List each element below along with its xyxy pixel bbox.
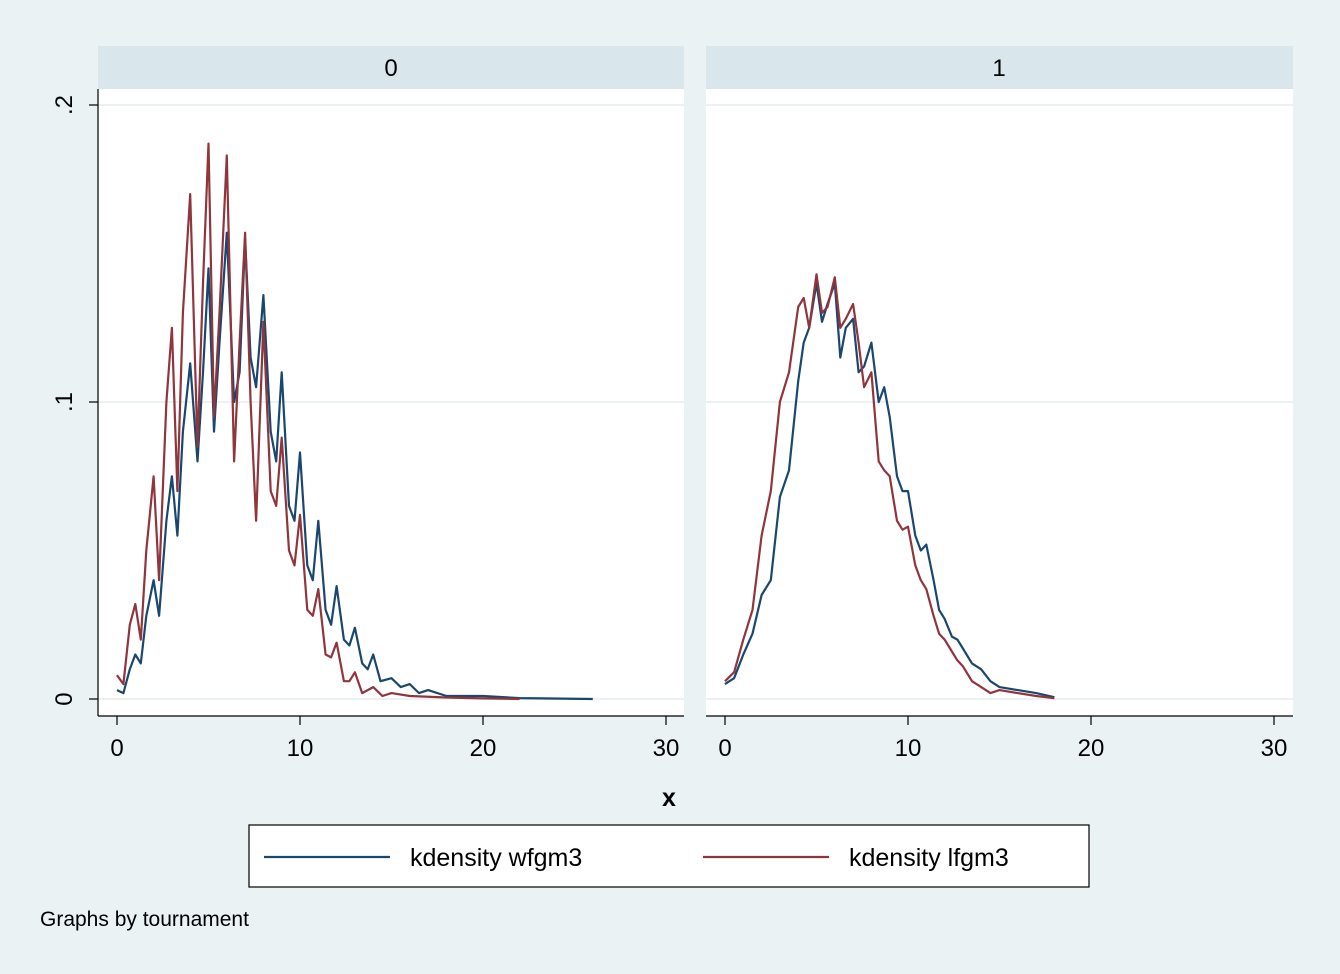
x-axis-label: x — [662, 784, 676, 812]
panel-1-x-ticks: 0 10 20 30 — [718, 716, 1287, 762]
x-tick-label: 20 — [1078, 735, 1105, 762]
y-tick-label: .2 — [51, 95, 78, 115]
x-tick-label: 10 — [287, 735, 314, 762]
panel-0-y-ticks: 0 .1 .2 — [51, 95, 98, 706]
x-tick-label: 10 — [895, 735, 922, 762]
series-line-wfgm3 — [116, 231, 593, 701]
panel-0-x-ticks: 0 10 20 30 — [110, 716, 679, 762]
series-line-lfgm3 — [116, 142, 520, 701]
legend-label-lfgm3: kdensity lfgm3 — [849, 844, 1009, 872]
panel-0-series — [116, 142, 593, 701]
y-tick-label: 0 — [51, 692, 78, 705]
series-line-lfgm3 — [724, 273, 1055, 700]
x-tick-label: 30 — [1261, 735, 1288, 762]
panel-1-gridlines — [706, 104, 1293, 700]
panel-1-title: 1 — [992, 55, 1005, 82]
x-tick-label: 30 — [653, 735, 680, 762]
panel-1-header — [706, 46, 1293, 89]
panel-0-title: 0 — [384, 55, 397, 82]
graph-note: Graphs by tournament — [40, 908, 249, 931]
legend: kdensity wfgm3 kdensity lfgm3 — [248, 824, 1090, 888]
x-tick-label: 20 — [470, 735, 497, 762]
panel-1: 1 0 10 20 30 — [706, 46, 1293, 762]
series-line-wfgm3 — [724, 282, 1055, 699]
y-tick-label: .1 — [51, 392, 78, 412]
x-tick-label: 0 — [110, 735, 123, 762]
panel-1-series — [724, 273, 1055, 700]
x-tick-label: 0 — [718, 735, 731, 762]
panel-0: 0 0 10 20 30 0 .1 .2 — [51, 46, 684, 762]
panel-0-header — [98, 46, 684, 89]
legend-label-wfgm3: kdensity wfgm3 — [410, 844, 582, 872]
